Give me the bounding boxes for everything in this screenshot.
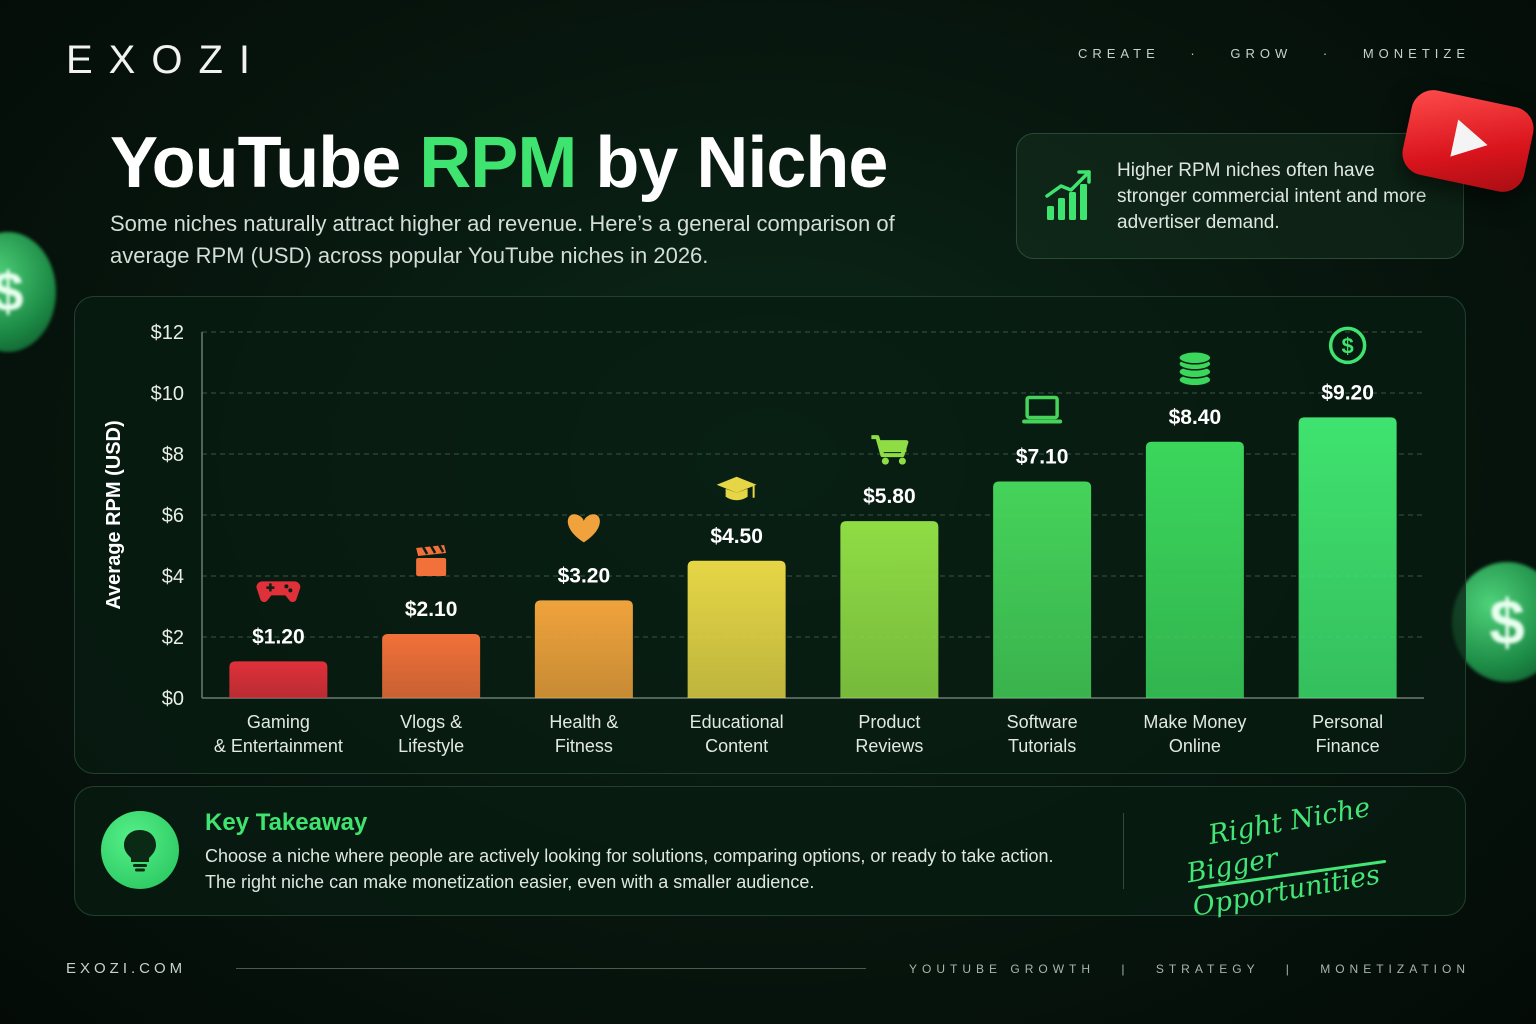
x-tick-label: Reviews [855,736,923,756]
footer-tag-separator: | [1121,962,1130,976]
bar-value-label: $5.80 [863,485,916,508]
x-tick-label: Health & [549,712,618,732]
x-tick-label: Tutorials [1008,736,1076,756]
takeaway-body: Choose a niche where people are actively… [205,843,1105,895]
gamepad-icon [256,581,301,603]
y-tick-label: $10 [151,383,184,405]
graduation-cap-icon [716,476,757,501]
takeaway-line-2: The right niche can make monetization ea… [205,872,815,892]
x-tick-label: Educational [690,712,784,732]
x-tick-label: Fitness [555,736,613,756]
x-tick-label: Vlogs & [400,712,462,732]
page-title: YouTube RPM by Niche [110,122,888,204]
clapperboard-icon [416,544,447,576]
y-axis-label: Average RPM (USD) [103,420,125,609]
y-tick-label: $2 [162,627,184,649]
footer-divider [236,968,866,969]
shopping-cart-icon [871,435,909,465]
y-tick-label: $12 [151,322,184,344]
bar [382,633,481,698]
tagline-monetize: MONETIZE [1362,46,1470,61]
brand-logo: EXOZI [66,38,267,82]
tagline-create: CREATE [1077,46,1160,61]
footer-tag-separator: | [1285,962,1294,976]
tagline-dot-2: · [1322,46,1333,61]
bar [1145,441,1244,698]
x-tick-label: Personal [1312,712,1383,732]
y-tick-label: $4 [162,566,184,588]
dollar-coin-icon: $ [0,232,56,352]
bar [1298,417,1397,698]
x-tick-label: Lifestyle [398,736,464,756]
bar-value-label: $7.10 [1016,445,1069,468]
bar [687,560,786,698]
bar [993,481,1092,698]
title-part-2: by Niche [595,123,888,203]
takeaway-divider [1123,813,1124,889]
tagline: CREATE · GROW · MONETIZE [1056,46,1470,61]
growth-chart-icon [1045,170,1091,220]
laptop-icon [1022,395,1063,424]
bar-value-label: $2.10 [405,598,458,621]
bar [534,600,633,698]
svg-text:$: $ [1342,333,1354,358]
x-tick-label: & Entertainment [214,736,343,756]
x-tick-label: Content [705,736,768,756]
dollar-coin-icon: $ [1452,562,1536,682]
bar-value-label: $1.20 [252,625,305,648]
footer-tags: YOUTUBE GROWTH | STRATEGY | MONETIZATION [909,962,1470,976]
script-slogan: Right Niche Bigger Opportunities [1178,779,1451,923]
x-tick-label: Product [858,712,920,732]
takeaway-title: Key Takeaway [205,809,368,836]
footer-tag-growth: YOUTUBE GROWTH [909,962,1096,976]
dollar-circle-icon: $ [1328,326,1367,365]
footer-site: EXOZI.COM [66,960,187,977]
x-tick-label: Gaming [247,712,310,732]
x-tick-label: Online [1169,736,1221,756]
heart-icon [567,514,600,543]
bar [840,521,939,698]
footer-tag-strategy: STRATEGY [1155,962,1260,976]
takeaway-line-1: Choose a niche where people are actively… [205,846,1054,866]
footer-tag-monetization: MONETIZATION [1320,962,1470,976]
y-tick-label: $6 [162,505,184,527]
callout-text: Higher RPM niches often have stronger co… [1117,160,1427,233]
bar-value-label: $3.20 [558,564,611,587]
lightbulb-icon [101,811,179,889]
x-tick-label: Finance [1316,736,1380,756]
bar [229,661,328,698]
tagline-grow: GROW [1230,46,1293,61]
rpm-bar-chart: $0 $2 $4 $6 $8 $10 $12 Average RPM (USD) $1.20 Ga… [103,322,1424,756]
key-takeaway-panel: Key Takeaway Choose a niche where people… [74,786,1466,923]
page-subtitle: Some niches naturally attract higher ad … [110,211,895,268]
x-tick-label: Make Money [1143,712,1246,732]
y-tick-label: $0 [162,688,184,710]
bar-value-label: $9.20 [1321,381,1374,404]
insight-callout: Higher RPM niches often have stronger co… [1016,133,1464,259]
bar-value-label: $8.40 [1169,406,1222,429]
title-part-1: YouTube [110,123,401,203]
bar-value-label: $4.50 [710,525,763,548]
x-tick-label: Software [1007,712,1078,732]
y-tick-label: $8 [162,444,184,466]
tagline-dot-1: · [1190,46,1200,61]
title-accent: RPM [419,123,577,203]
coin-stack-icon [1178,351,1212,387]
